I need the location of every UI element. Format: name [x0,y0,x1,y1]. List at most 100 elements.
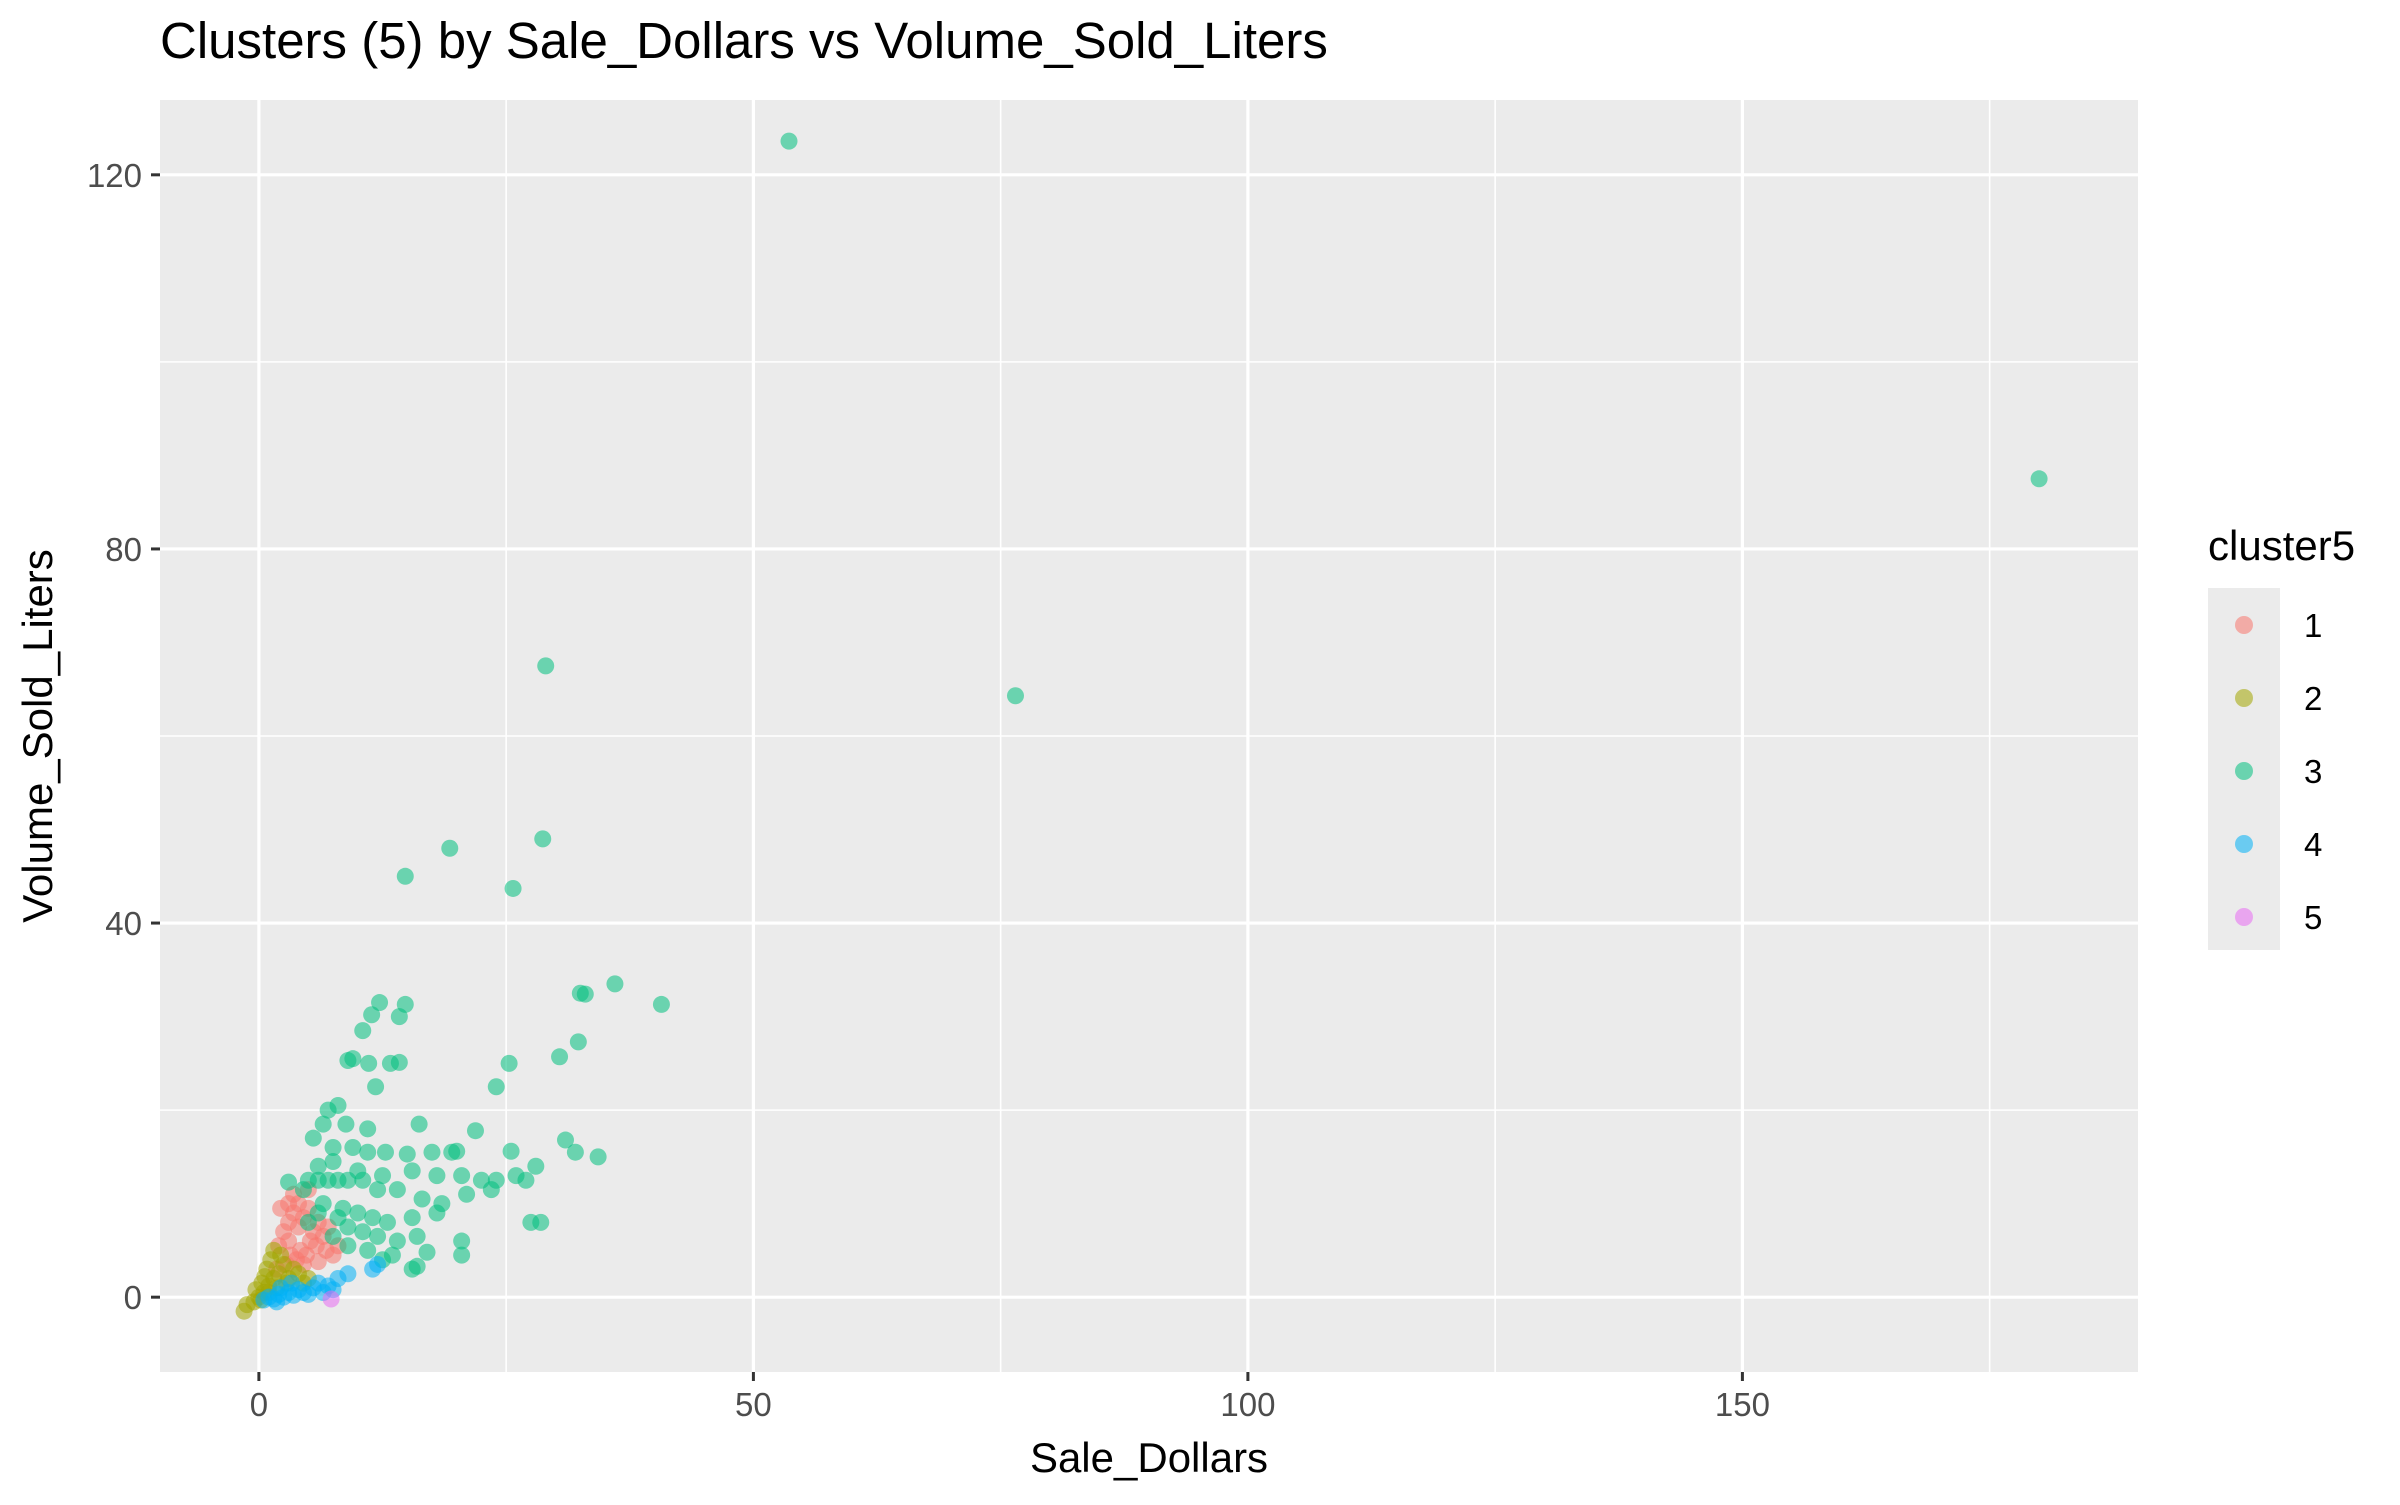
cluster-3-point [369,1181,387,1199]
cluster-3-point [396,867,414,885]
cluster-3-point [466,1122,484,1140]
cluster-3-point [339,1237,357,1255]
cluster-3-point [359,1241,377,1259]
cluster-3-point [606,975,624,993]
cluster-3-point [527,1157,545,1175]
cluster-3-point [294,1181,312,1199]
cluster-3-point [453,1167,471,1185]
cluster-3-point [556,1131,574,1149]
legend-key-cluster-4 [2235,835,2253,853]
legend-label-cluster-1: 1 [2304,607,2322,644]
cluster-3-point [780,132,798,150]
cluster-3-point [532,1213,550,1231]
cluster-1-point [309,1253,327,1271]
cluster-3-point [502,1142,520,1160]
x-tick-label: 150 [1715,1386,1770,1423]
cluster-3-point [423,1143,441,1161]
cluster-3-point [418,1243,436,1261]
legend-key-cluster-5 [2235,908,2253,926]
cluster-3-point [428,1204,446,1222]
x-tick-label: 50 [735,1386,772,1423]
cluster-3-point [364,1209,382,1227]
cluster-4-point [283,1274,301,1292]
cluster-3-point [507,1167,525,1185]
cluster-3-point [534,830,552,848]
x-tick-label: 0 [250,1386,268,1423]
cluster-3-point [360,1054,378,1072]
cluster-3-point [500,1054,518,1072]
cluster-3-point [453,1232,471,1250]
cluster-3-point [349,1204,367,1222]
grid-major [160,100,2138,1372]
legend-label-cluster-5: 5 [2304,899,2322,936]
cluster-3-point [448,1142,466,1160]
cluster-3-point [566,1143,584,1161]
x-axis-label: Sale_Dollars [1030,1434,1268,1481]
y-tick-label: 0 [124,1279,142,1316]
cluster-4-point [339,1265,357,1283]
cluster-3-point [551,1048,569,1066]
chart-title: Clusters (5) by Sale_Dollars vs Volume_S… [160,12,1328,69]
cluster-3-point [390,1053,408,1071]
legend-label-cluster-2: 2 [2304,680,2322,717]
cluster-3-point [388,1181,406,1199]
legend-key-cluster-3 [2235,762,2253,780]
cluster-3-point [413,1190,431,1208]
cluster-3-point [359,1120,377,1138]
cluster-3-point [482,1181,500,1199]
cluster-3-point [487,1078,505,1096]
cluster-3-point [458,1185,476,1203]
cluster-3-point [371,994,389,1012]
x-axis: 0 50 100 150 [250,1372,1770,1423]
legend-title: cluster5 [2208,522,2355,569]
cluster-3-point [378,1213,396,1231]
cluster-3-point [403,1162,421,1180]
cluster-3-point [339,1052,357,1070]
cluster-3-point [537,657,555,675]
legend-key-cluster-1 [2235,616,2253,634]
cluster-4-point [369,1255,387,1273]
cluster-3-point [337,1115,355,1133]
cluster-3-point [374,1167,392,1185]
cluster-3-point [403,1209,421,1227]
cluster-5-point [322,1290,340,1308]
cluster-1-point [280,1195,298,1213]
cluster-3-point [324,1227,342,1245]
cluster-3-point [354,1022,372,1040]
cluster-3-point [354,1223,372,1241]
y-axis: 0 40 80 120 [87,157,160,1316]
legend: cluster5 1 2 3 4 5 [2208,522,2355,950]
cluster-3-point [408,1257,426,1275]
cluster-3-point [314,1115,332,1133]
cluster-3-point [388,1232,406,1250]
cluster-3-point [359,1143,377,1161]
cluster-3-point [376,1143,394,1161]
cluster-2-point [256,1268,274,1286]
cluster-2-point [265,1241,283,1259]
cluster-3-point [428,1167,446,1185]
cluster-3-point [324,1139,342,1157]
y-tick-label: 40 [105,905,142,942]
points-layer [235,132,2048,1320]
legend-items: 1 2 3 4 5 [2235,607,2322,936]
cluster-3-point [344,1139,362,1157]
cluster-3-point [1006,687,1024,705]
cluster-3-point [367,1078,385,1096]
cluster-3-point [329,1096,347,1114]
x-tick-label: 100 [1220,1386,1275,1423]
cluster-3-point [398,1145,416,1163]
cluster-3-point [369,1227,387,1245]
cluster-3-point [339,1171,357,1189]
cluster-3-point [329,1209,347,1227]
cluster-3-point [390,1008,408,1026]
y-tick-label: 80 [105,531,142,568]
legend-label-cluster-4: 4 [2304,826,2322,863]
cluster-3-point [304,1129,322,1147]
cluster-3-point [363,1006,381,1024]
cluster-1-point [280,1232,298,1250]
cluster-3-point [652,995,670,1013]
y-axis-label: Volume_Sold_Liters [14,549,61,923]
cluster-3-point [410,1115,428,1133]
cluster-3-point [2030,470,2048,488]
cluster-3-point [441,839,459,857]
